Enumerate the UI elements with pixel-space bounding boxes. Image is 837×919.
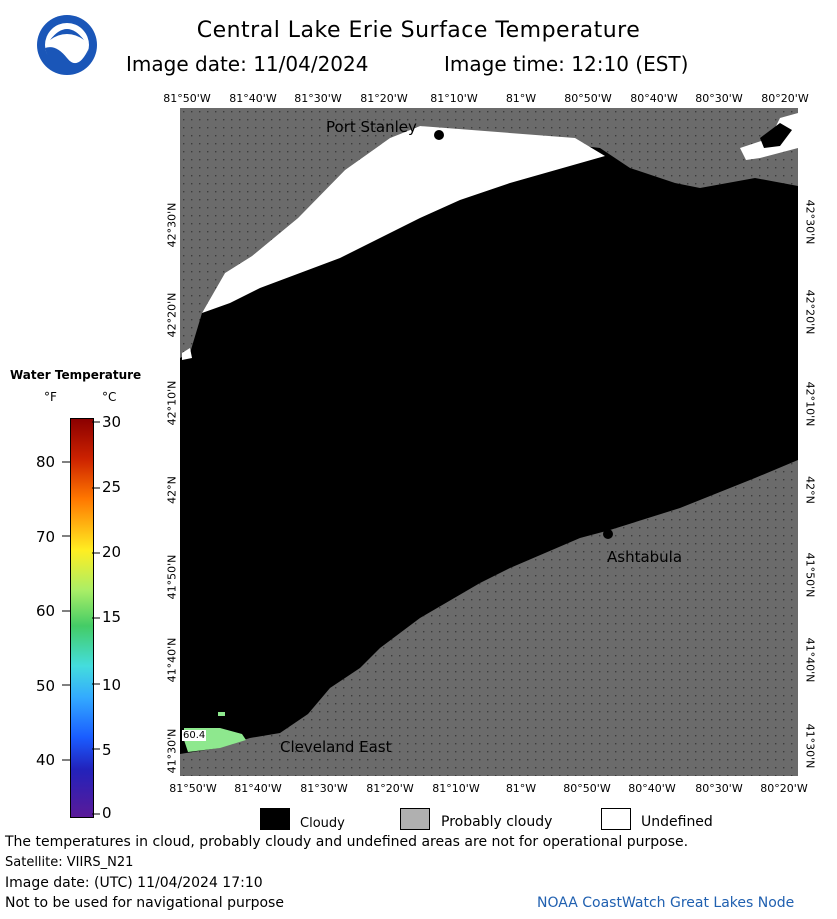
legend-unit-f: °F: [44, 390, 57, 404]
ashtabula-marker: [603, 529, 613, 539]
probably-cloudy-swatch: [400, 808, 430, 830]
lat-label-left: 42°30'N: [165, 202, 179, 248]
cloudy-swatch: [260, 808, 290, 830]
map-title: Central Lake Erie Surface Temperature: [196, 18, 641, 43]
lon-label-top: 81°20'W: [360, 92, 408, 105]
lon-label-top: 80°50'W: [564, 92, 612, 105]
lat-label-right: 42°30'N: [803, 199, 817, 245]
lat-label-left: 41°50'N: [165, 554, 179, 600]
f-tick: 70: [36, 528, 56, 546]
c-tick: 15: [102, 608, 122, 626]
f-tick: 40: [36, 751, 56, 769]
operational-notice: The temperatures in cloud, probably clou…: [5, 834, 689, 850]
noaa-logo-text: NOAA: [55, 38, 79, 46]
lake-map: Port Stanley Ashtabula Cleveland East 60…: [180, 108, 798, 776]
lon-label-bottom: 80°40'W: [628, 782, 676, 795]
place-cleveland-east: Cleveland East: [280, 738, 392, 756]
scale-ticks: [60, 418, 104, 816]
credit-link[interactable]: NOAA CoastWatch Great Lakes Node: [537, 895, 795, 911]
legend-unit-c: °C: [102, 390, 117, 404]
legend-title: Water Temperature: [10, 368, 142, 382]
lon-label-top: 81°30'W: [294, 92, 342, 105]
lat-label-right: 41°30'N: [803, 723, 817, 769]
f-tick: 50: [36, 677, 56, 695]
port-stanley-marker: [434, 130, 444, 140]
c-tick: 25: [102, 478, 122, 496]
lat-label-right: 42°20'N: [803, 289, 817, 335]
undefined-region: [202, 126, 605, 313]
lat-label-right: 41°50'N: [803, 552, 817, 598]
cleveland-east-marker: [265, 721, 275, 731]
place-port-stanley: Port Stanley: [326, 118, 417, 136]
lon-label-bottom: 81°W: [505, 782, 537, 795]
lon-label-bottom: 80°30'W: [695, 782, 743, 795]
lat-label-left: 42°20'N: [165, 292, 179, 338]
cloudy-region: [180, 126, 798, 754]
lat-label-right: 42°10'N: [803, 381, 817, 427]
c-tick: 5: [102, 741, 112, 759]
lat-label-right: 41°40'N: [803, 637, 817, 683]
lon-label-top: 81°W: [505, 92, 537, 105]
lon-label-bottom: 81°50'W: [169, 782, 217, 795]
lon-label-bottom: 81°40'W: [234, 782, 282, 795]
f-tick: 80: [36, 453, 56, 471]
data-point-label: 60.4: [182, 730, 207, 741]
lat-label-left: 41°30'N: [165, 728, 179, 774]
image-time: Image time: 12:10 (EST): [444, 52, 689, 76]
lon-label-bottom: 81°20'W: [366, 782, 414, 795]
cloudy-label: Cloudy: [300, 816, 345, 831]
lon-label-bottom: 80°20'W: [760, 782, 808, 795]
noaa-logo: NOAA: [36, 14, 98, 76]
lon-label-bottom: 81°10'W: [432, 782, 480, 795]
c-tick: 10: [102, 676, 122, 694]
lon-label-bottom: 81°30'W: [300, 782, 348, 795]
image-date: Image date: 11/04/2024: [126, 52, 369, 76]
lon-label-bottom: 80°50'W: [563, 782, 611, 795]
lon-label-top: 80°20'W: [761, 92, 809, 105]
place-ashtabula: Ashtabula: [607, 548, 683, 566]
lon-label-top: 80°40'W: [630, 92, 678, 105]
utc-image-date: Image date: (UTC) 11/04/2024 17:10: [5, 875, 263, 891]
satellite-info: Satellite: VIIRS_N21: [5, 855, 134, 870]
c-tick: 30: [102, 413, 122, 431]
lat-label-left: 41°40'N: [165, 637, 179, 683]
lat-label-left: 42°N: [165, 476, 179, 504]
lon-label-top: 81°40'W: [229, 92, 277, 105]
c-tick: 20: [102, 543, 122, 561]
lon-label-top: 81°50'W: [163, 92, 211, 105]
undefined-swatch: [601, 808, 631, 830]
lon-label-top: 80°30'W: [695, 92, 743, 105]
lon-label-top: 81°10'W: [430, 92, 478, 105]
probably-cloudy-label: Probably cloudy: [441, 814, 553, 830]
navigation-warning: Not to be used for navigational purpose: [5, 895, 284, 911]
undefined-label: Undefined: [641, 814, 713, 830]
lat-label-right: 42°N: [803, 476, 817, 504]
c-tick: 0: [102, 804, 112, 822]
f-tick: 60: [36, 602, 56, 620]
lat-label-left: 42°10'N: [165, 380, 179, 426]
